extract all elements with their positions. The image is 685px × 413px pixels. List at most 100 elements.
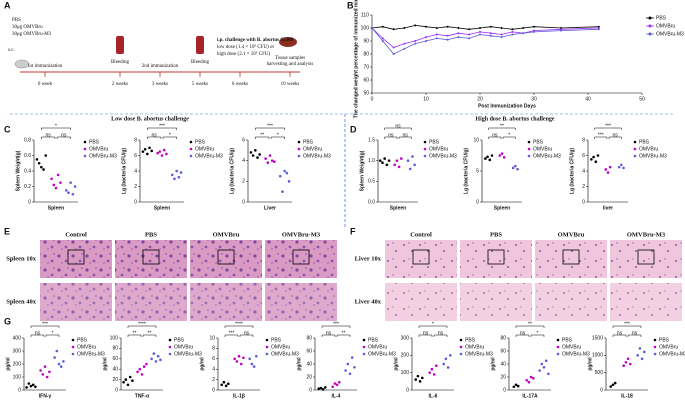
dot [604, 168, 608, 171]
legend-label: OMVBru [639, 146, 658, 152]
panel-letter: D [350, 124, 357, 134]
week: 6 weeks [232, 82, 248, 87]
significance-bracket [502, 136, 516, 139]
legend-label: OMVBru [303, 146, 322, 152]
y-axis-label: Lg (bacteria CFU/g) [569, 148, 575, 194]
dot [175, 169, 178, 173]
dot [136, 370, 139, 374]
dot [25, 386, 28, 389]
zoom-box [217, 249, 235, 265]
legend-marker [633, 140, 637, 144]
significance-bracket [488, 127, 516, 130]
micrograph [460, 283, 532, 321]
micrograph [115, 240, 187, 278]
significance-label: **** [138, 321, 146, 327]
legend-label: OMVBru [195, 146, 214, 152]
dot [525, 378, 528, 382]
column-label: OMVBru [213, 231, 240, 238]
legend-marker [297, 140, 301, 144]
significance-bracket [30, 334, 45, 337]
significance-bracket [224, 325, 254, 328]
dot [258, 153, 262, 156]
dot [435, 364, 438, 368]
dot [606, 171, 610, 174]
dot [237, 354, 241, 358]
y-tick-label: 0.2 [24, 184, 31, 190]
point [425, 25, 427, 28]
dot [29, 384, 33, 388]
y-tick-label: 8 [212, 346, 215, 352]
event: 1st immunization [28, 64, 63, 69]
significance-label: *** [267, 123, 273, 129]
legend-label: PBS [195, 139, 206, 145]
point [414, 42, 417, 45]
dot [256, 156, 259, 159]
dot [37, 161, 41, 165]
point [489, 32, 492, 35]
y-tick-label: 0 [600, 387, 603, 393]
event: Tissue samples [275, 56, 305, 61]
significance-bracket [56, 136, 71, 139]
point [468, 37, 471, 40]
dot [516, 167, 519, 171]
point [403, 27, 406, 29]
y-tick-label: 10 [473, 137, 479, 143]
dot [281, 190, 284, 193]
dot [348, 372, 352, 376]
dot [502, 156, 506, 159]
dot [418, 380, 422, 383]
dot [442, 362, 446, 366]
dot [512, 385, 516, 389]
legend-marker [653, 345, 657, 349]
dot [268, 154, 272, 157]
legend-marker [633, 147, 637, 151]
y-axis-label: Lg (bacteria CFU/g) [229, 148, 235, 194]
micrograph [535, 240, 607, 278]
significance-bracket [515, 334, 530, 337]
legend-label: PBS [533, 139, 544, 145]
dot [449, 354, 452, 357]
significance-label: ns [61, 132, 67, 138]
x-axis-label: Spleen [390, 205, 406, 211]
x-axis-label: Liver [264, 205, 276, 211]
y-tick-label: 2 [134, 184, 137, 190]
legend-marker [189, 140, 193, 144]
dot [529, 375, 533, 379]
dot [59, 365, 63, 368]
legend-label: OMVBru-M3 [368, 351, 396, 357]
significance-bracket [612, 325, 642, 328]
significance-label: ns [403, 132, 409, 138]
legend-label: PBS [562, 337, 573, 343]
dot [251, 154, 255, 157]
y-axis-label: pg/ml [490, 357, 496, 371]
significance-bracket [608, 136, 622, 139]
x-axis-label: IL-4 [332, 393, 341, 399]
column-label: Control [65, 231, 87, 238]
dot [378, 159, 382, 162]
dot [44, 154, 48, 157]
point [522, 32, 525, 35]
zoom-box [142, 249, 160, 265]
y-tick-label: 0.4 [24, 168, 31, 174]
y-tick-label: 4 [242, 158, 245, 164]
significance-bracket [127, 334, 142, 337]
significance-bracket [433, 334, 448, 337]
dot [273, 160, 276, 163]
dot [527, 380, 531, 384]
dot [636, 354, 639, 357]
y-tick-label: 0 [242, 199, 245, 205]
legend-marker [648, 16, 652, 20]
dot [285, 171, 289, 175]
timeline-ticks [44, 72, 291, 77]
significance-bracket [384, 127, 412, 130]
y-tick-label: 0 [28, 199, 31, 205]
dot [248, 357, 251, 361]
micrograph [190, 240, 262, 278]
significance-label: *** [624, 321, 630, 327]
dot [344, 369, 347, 372]
legend-marker [648, 24, 652, 28]
dot [283, 169, 286, 173]
legend-marker [297, 147, 301, 151]
dot [156, 151, 159, 155]
